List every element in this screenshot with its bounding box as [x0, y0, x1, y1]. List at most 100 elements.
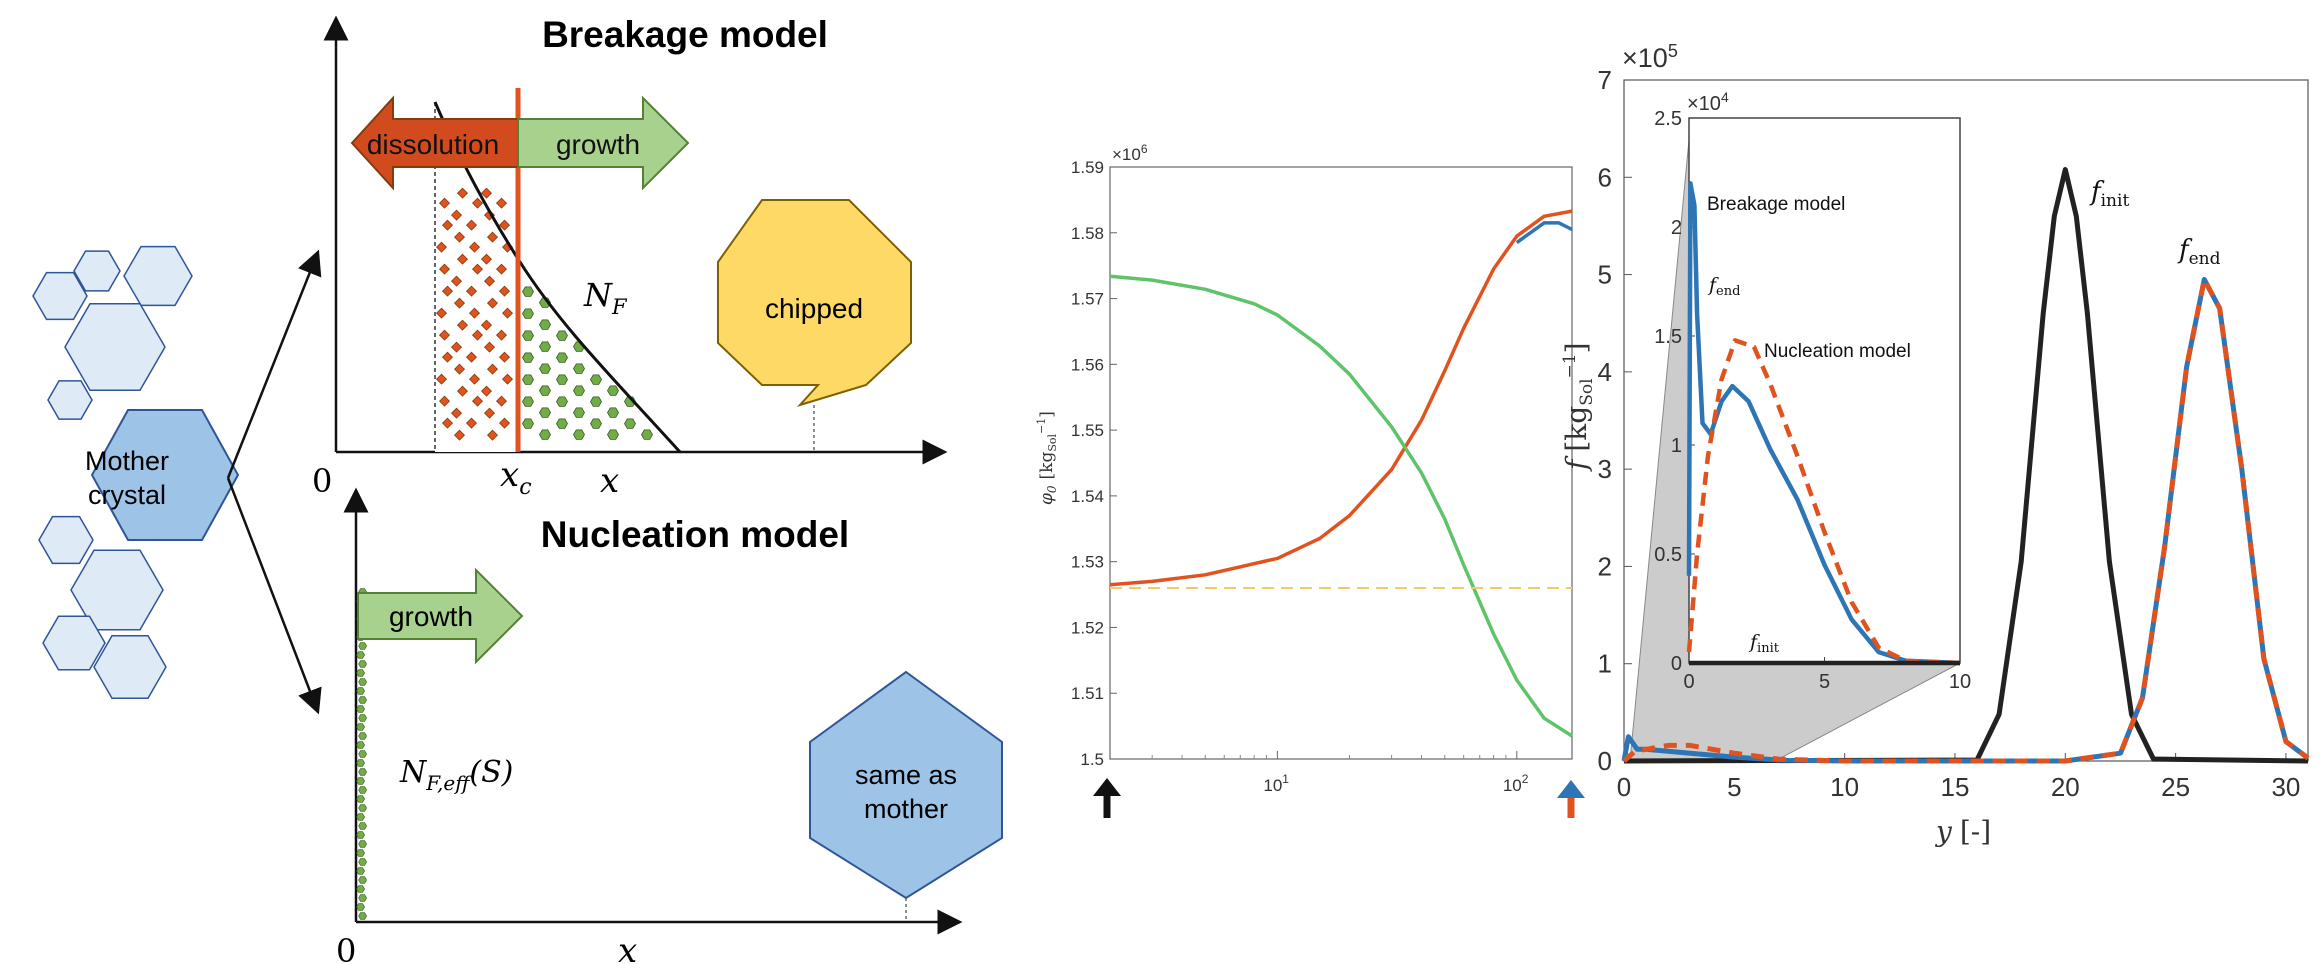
cluster-crystal: [47, 380, 93, 420]
dissolving-fragment: [438, 197, 451, 209]
growing-fragment: [539, 385, 551, 396]
nucleated-crystal: [356, 777, 365, 785]
f-x-tick-label: 30: [2271, 772, 2300, 802]
f-end-label: fend: [2177, 235, 2221, 269]
dissolving-fragment: [498, 351, 511, 363]
f-series-line-0: [1623, 167, 2309, 764]
breakage-panel: Breakage model dissolution growth NF 0 x…: [312, 14, 948, 501]
growing-fragment: [590, 418, 602, 429]
dissolution-label: dissolution: [367, 129, 499, 160]
growing-fragments: [522, 286, 653, 440]
phi-series-line-0: [1109, 209, 1573, 587]
dissolving-fragment: [438, 395, 451, 407]
nucleated-crystal: [356, 723, 365, 731]
inset-y-tick-label: 2.5: [1654, 108, 1682, 130]
nucleated-crystal: [358, 786, 367, 794]
f-x-tick-label: 0: [1617, 772, 1631, 802]
nucleated-crystal: [356, 849, 365, 857]
growing-fragment: [539, 363, 551, 374]
growing-fragment: [607, 407, 619, 418]
phi-y-tick-label: 1.51: [1071, 684, 1104, 703]
dissolving-fragment: [480, 253, 493, 265]
phi-y-tick-label: 1.58: [1071, 224, 1104, 243]
dissolving-fragment: [465, 219, 478, 231]
growing-fragment: [522, 374, 534, 385]
growing-fragment: [539, 407, 551, 418]
crystal-cluster: Mother crystal: [32, 245, 240, 699]
dissolving-fragment: [495, 197, 508, 209]
phi-y-tick-label: 1.55: [1071, 421, 1104, 440]
nucleated-crystal: [356, 813, 365, 821]
dissolving-fragment: [483, 407, 496, 419]
inset-f-init-label: finit: [1748, 631, 1780, 656]
dissolving-fragment: [480, 319, 493, 331]
f-x-tick-label: 20: [2051, 772, 2080, 802]
f-multiplier: ×105: [1622, 41, 1678, 73]
f-y-tick-label: 2: [1598, 551, 1612, 581]
dissolving-fragment: [435, 241, 448, 253]
dissolving-fragment: [480, 187, 493, 199]
nucleated-crystal: [358, 750, 367, 758]
growing-fragment: [539, 319, 551, 330]
dissolving-fragment: [468, 373, 481, 385]
f-y-tick-label: 3: [1598, 454, 1612, 484]
cluster-crystal: [38, 515, 94, 565]
phi-x-tick-label: 102: [1503, 772, 1529, 795]
dissolving-fragment: [465, 285, 478, 297]
inset-y-tick-label: 1.5: [1654, 326, 1682, 348]
dissolving-fragments: [435, 187, 514, 441]
phi-y-label: φ0[kgSol−1]: [1035, 411, 1059, 505]
dissolving-fragment: [441, 285, 454, 297]
nucleated-crystal: [358, 768, 367, 776]
f-x-tick-label: 5: [1727, 772, 1741, 802]
nucleated-crystal: [358, 912, 367, 920]
f-x-label: y [-]: [1934, 815, 1991, 848]
f-y-tick-label: 4: [1598, 357, 1612, 387]
branch-arrows: [226, 249, 322, 715]
phi-y-ticks: 1.5 1.51 1.52 1.53 1.54 1.55 1.56 1.57 1.58 1.59: [1071, 158, 1117, 769]
growing-fragment: [539, 341, 551, 352]
dissolving-fragment: [438, 329, 451, 341]
dissolving-fragment: [498, 219, 511, 231]
dissolving-fragment: [435, 307, 448, 319]
nucleated-crystal: [356, 651, 365, 659]
growing-fragment: [607, 429, 619, 440]
inset-multiplier: ×104: [1687, 89, 1729, 115]
dissolving-fragment: [480, 385, 493, 397]
dissolving-fragment: [456, 319, 469, 331]
dissolving-fragment: [453, 429, 466, 441]
growing-fragment: [556, 418, 568, 429]
cluster-crystal: [42, 615, 106, 671]
dissolving-fragment: [450, 209, 463, 221]
same-as-mother-line2: mother: [864, 794, 948, 824]
nucleation-title: Nucleation model: [541, 514, 849, 555]
inset-y-tick-label: 0.5: [1654, 544, 1682, 566]
f-y-tick-label: 7: [1598, 65, 1612, 95]
growing-fragment: [539, 429, 551, 440]
f-y-tick-label: 0: [1598, 746, 1612, 776]
inset-y-tick-label: 0: [1671, 653, 1682, 675]
nucleated-crystal: [358, 660, 367, 668]
dissolving-fragment: [495, 395, 508, 407]
nucleation-x-label: x: [618, 931, 637, 964]
f-y-tick-label: 5: [1598, 260, 1612, 290]
nucleated-crystal: [358, 840, 367, 848]
phi-x-tick-label: 101: [1263, 772, 1289, 795]
nucleated-crystal: [356, 741, 365, 749]
growing-fragment: [624, 418, 636, 429]
dissolving-fragment: [498, 285, 511, 297]
growing-fragment: [556, 352, 568, 363]
breakage-origin-label: 0: [312, 462, 332, 500]
nucleated-crystal: [356, 705, 365, 713]
growing-fragment: [607, 385, 619, 396]
dissolving-fragment: [486, 231, 499, 243]
breakage-growth-arrow: [517, 95, 690, 191]
nucleated-crystal: [358, 804, 367, 812]
nucleated-crystal: [358, 822, 367, 830]
inset-y-tick-label: 2: [1671, 217, 1682, 239]
phi-series-line-2: [1109, 274, 1573, 738]
inset-series-line-1: [1686, 338, 1961, 666]
f-init-label: finit: [2089, 177, 2129, 211]
